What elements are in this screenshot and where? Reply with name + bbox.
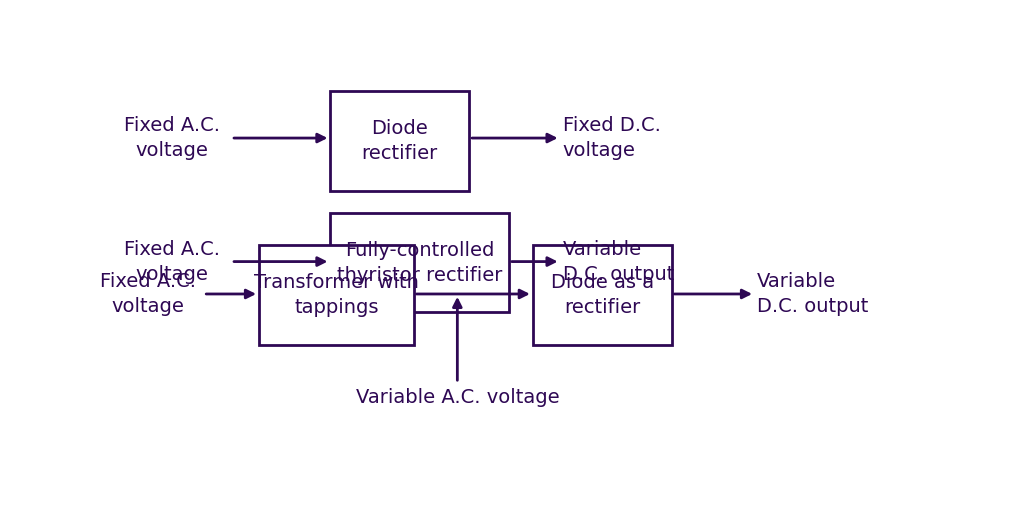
Text: Fully-controlled
thyristor rectifier: Fully-controlled thyristor rectifier — [337, 240, 503, 285]
Text: Fixed A.C.
voltage: Fixed A.C. voltage — [124, 239, 219, 284]
Text: Diode as a
rectifier: Diode as a rectifier — [551, 273, 653, 317]
Text: Fixed A.C.
voltage: Fixed A.C. voltage — [100, 272, 196, 316]
Text: Diode
rectifier: Diode rectifier — [361, 119, 438, 163]
FancyBboxPatch shape — [259, 245, 414, 345]
Text: Fixed D.C.
voltage: Fixed D.C. voltage — [563, 116, 660, 160]
FancyBboxPatch shape — [331, 92, 469, 191]
FancyBboxPatch shape — [532, 245, 672, 345]
FancyBboxPatch shape — [331, 213, 509, 312]
Text: Variable
D.C. output: Variable D.C. output — [758, 272, 868, 316]
Text: Variable
D.C. output: Variable D.C. output — [563, 239, 674, 284]
Text: Variable A.C. voltage: Variable A.C. voltage — [355, 388, 559, 407]
Text: Transformer with
tappings: Transformer with tappings — [254, 273, 419, 317]
Text: Fixed A.C.
voltage: Fixed A.C. voltage — [124, 116, 219, 160]
